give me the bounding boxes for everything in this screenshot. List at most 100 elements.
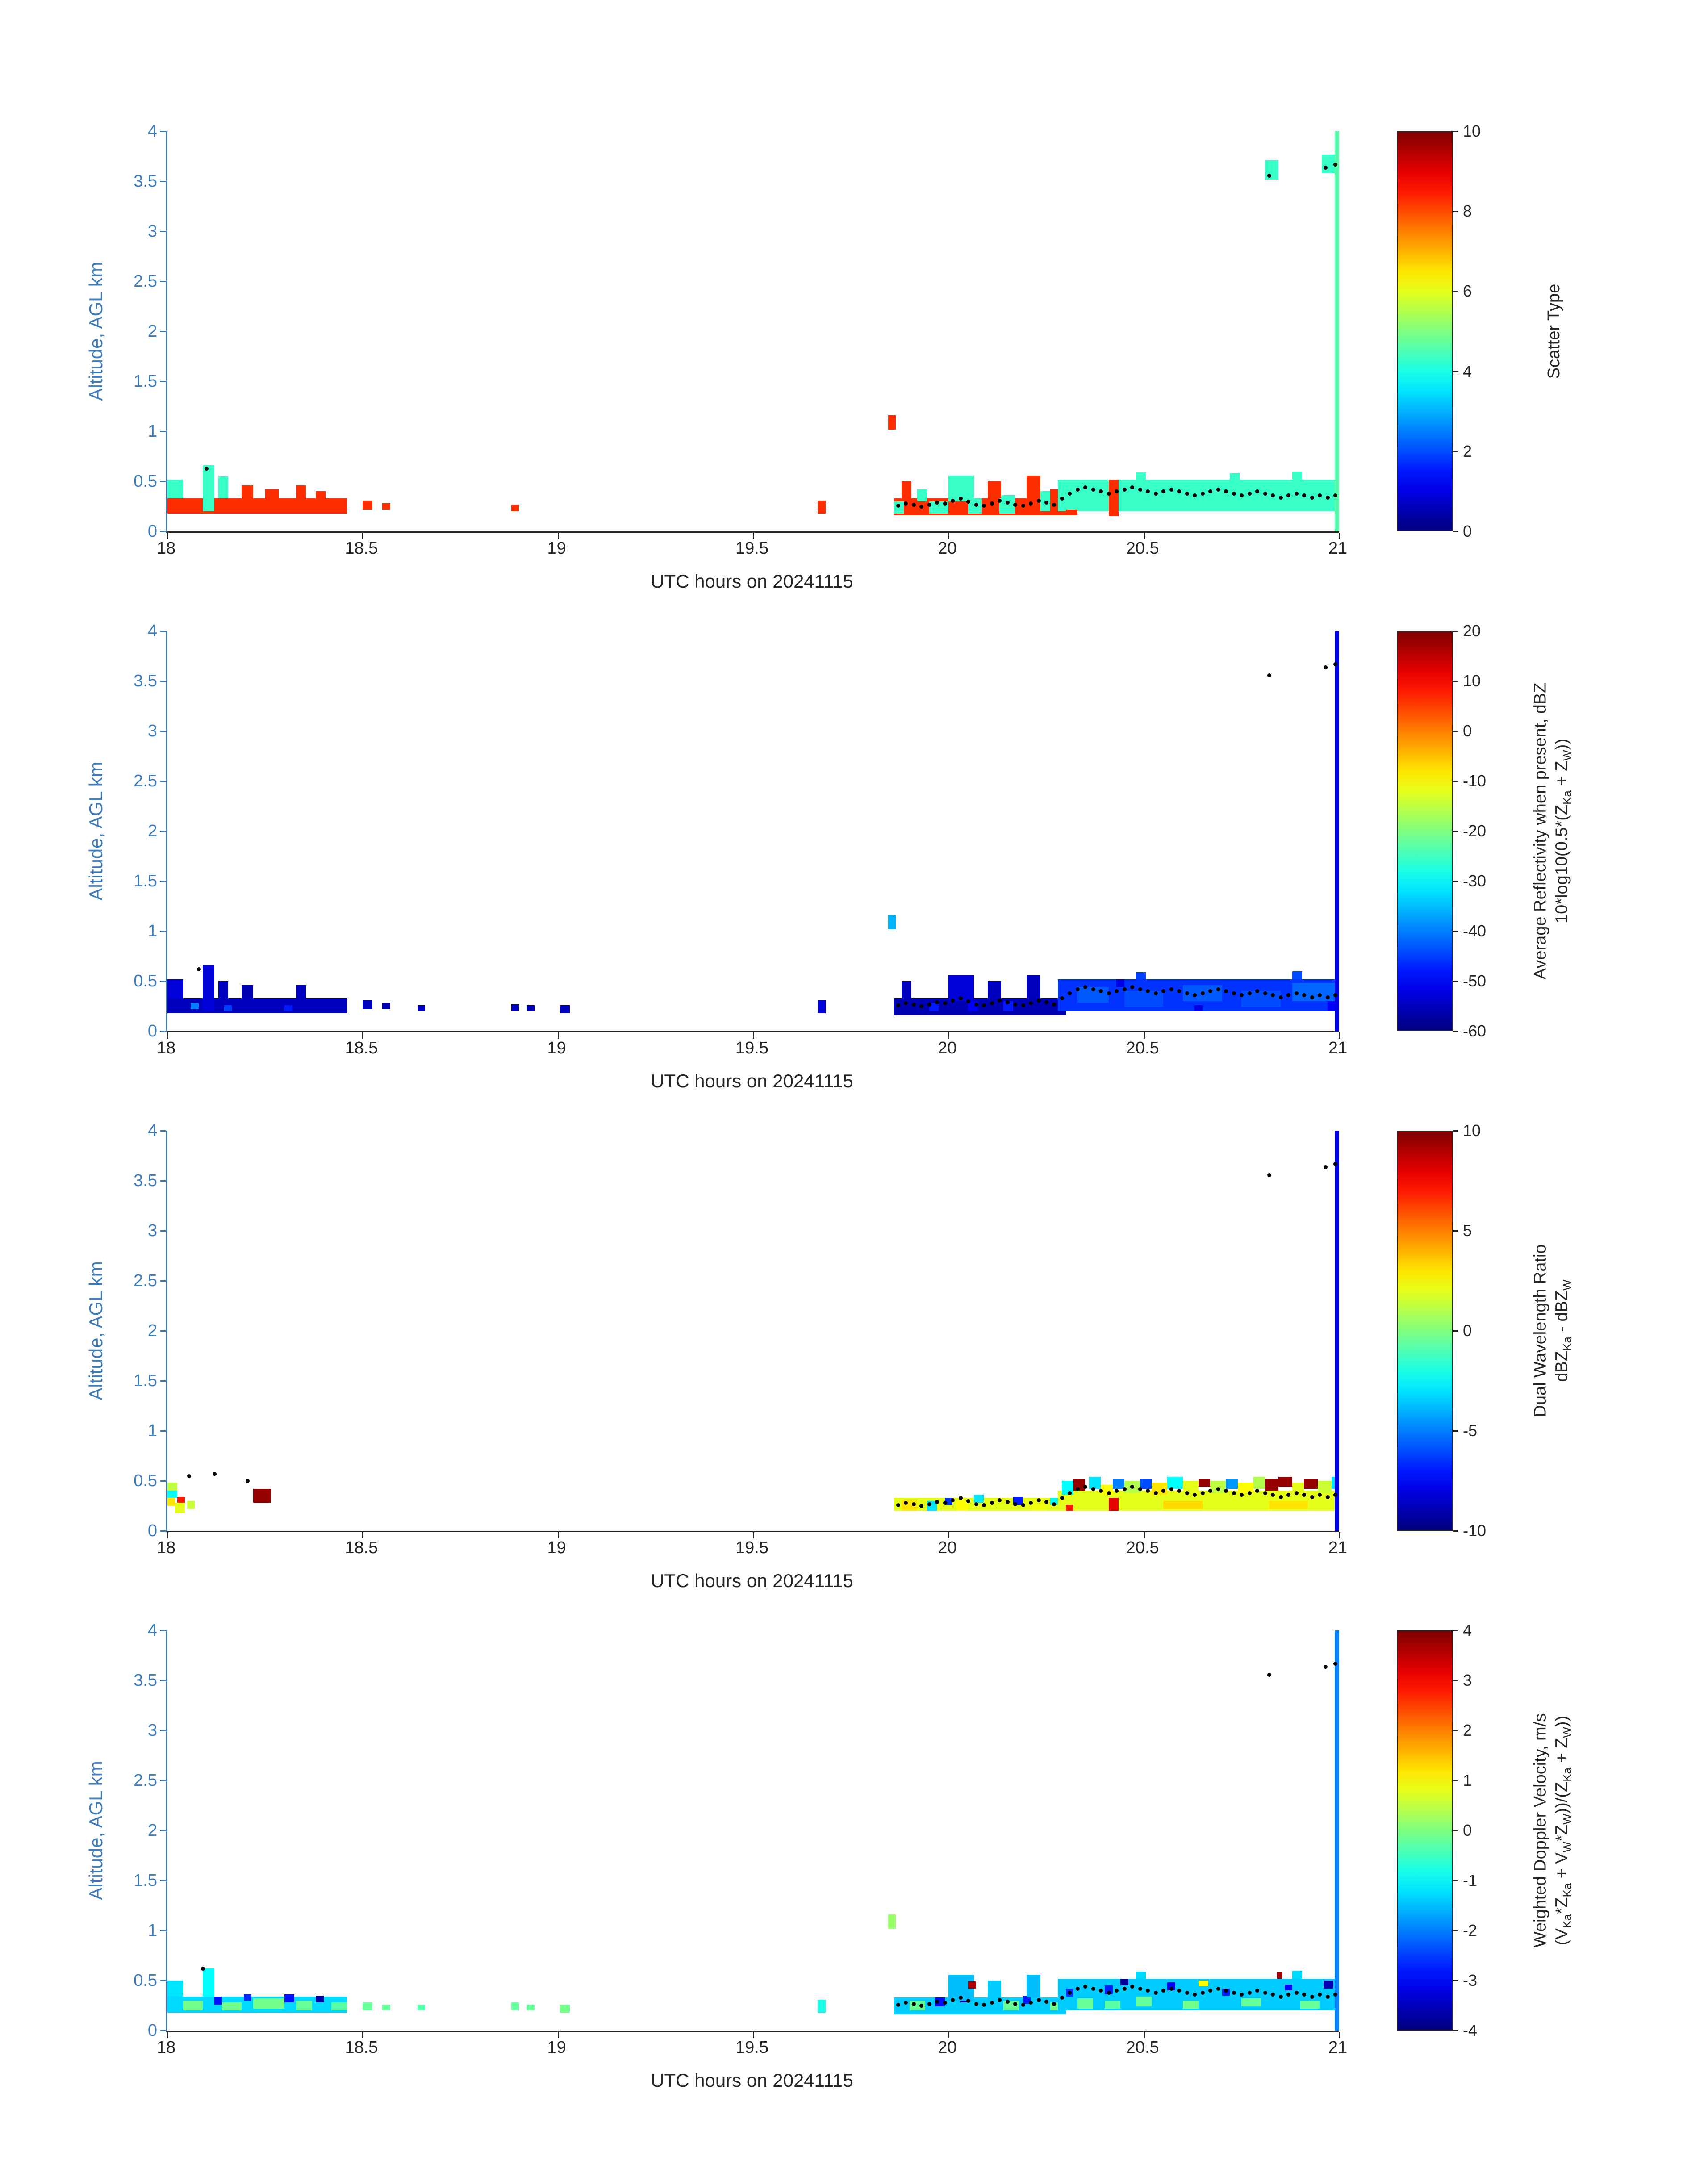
overlay-dot (1224, 989, 1228, 994)
overlay-dot (1177, 1989, 1182, 1993)
colorbar-tick-label: -10 (1463, 1521, 1487, 1540)
x-tick-label: 19.5 (735, 539, 768, 558)
colorbar-tick-mark (1453, 1630, 1458, 1631)
x-tick-mark (362, 1532, 364, 1538)
heatmap-cell (265, 489, 279, 499)
overlay-dot (1208, 489, 1213, 494)
y-tick-mark (160, 1031, 166, 1032)
heatmap-cell (927, 1500, 937, 1511)
y-tick-mark (160, 1480, 166, 1482)
overlay-dot (1013, 1002, 1018, 1007)
overlay-dot (1099, 1489, 1103, 1493)
x-tick-mark (1339, 1032, 1340, 1039)
y-tick-label: 0.5 (134, 1471, 157, 1490)
overlay-dot (1325, 1994, 1330, 1999)
x-tick-mark (1339, 533, 1340, 539)
x-tick-label: 20.5 (1126, 1039, 1159, 1057)
x-tick-label: 21 (1328, 1039, 1348, 1057)
overlay-dot (1122, 1487, 1127, 1491)
overlay-dot (1169, 487, 1173, 492)
colorbar-tick-label: -20 (1463, 822, 1487, 840)
overlay-dot (1185, 491, 1189, 496)
colorbar-tick-mark (1453, 1830, 1458, 1831)
heatmap-cell (1040, 491, 1050, 512)
overlay-dot (1068, 991, 1072, 995)
colorbar-tick-mark (1453, 881, 1458, 882)
heatmap-cell (818, 500, 826, 514)
x-axis-label: UTC hours on 20241115 (651, 2070, 853, 2091)
overlay-dot (1263, 1491, 1267, 1495)
heatmap-cell (331, 2002, 347, 2011)
heatmap-cell (191, 1003, 199, 1009)
heatmap-cell (511, 504, 519, 512)
heatmap-cell (1027, 1974, 1040, 1998)
heatmap-cell (974, 1495, 984, 1503)
overlay-dot (896, 1503, 900, 1507)
overlay-dot (1286, 1993, 1291, 1997)
y-axis-label: Altitude, AGL km (85, 761, 106, 901)
overlay-dot (974, 2002, 978, 2006)
colorbar-tick-mark (1453, 1730, 1458, 1731)
overlay-dot (1240, 1493, 1244, 1497)
overlay-dot (1286, 1493, 1291, 1497)
heatmap-cell (1031, 1499, 1046, 1511)
overlay-dot (1075, 987, 1080, 991)
y-tick-label: 4 (147, 122, 157, 141)
y-tick-mark (160, 1380, 166, 1382)
y-tick-mark (160, 181, 166, 182)
heatmap-cell (218, 981, 228, 999)
overlay-dot (990, 1001, 994, 1006)
y-tick-mark (160, 1430, 166, 1432)
overlay-dot (1324, 165, 1328, 170)
overlay-dot (1263, 491, 1267, 496)
overlay-dot (1091, 987, 1095, 991)
overlay-dot (1044, 2000, 1048, 2004)
x-tick-label: 18 (156, 1039, 176, 1057)
overlay-dot (1138, 1487, 1142, 1491)
heatmap-cell (1058, 1491, 1339, 1511)
heatmap-cell (948, 1974, 974, 2001)
y-tick-label: 1 (147, 922, 157, 940)
heatmap-cell (1124, 1481, 1140, 1493)
colorbar (1397, 1131, 1453, 1531)
overlay-dot (1302, 1493, 1307, 1497)
overlay-dot (1302, 1993, 1307, 1997)
overlay-dot (1060, 996, 1064, 1001)
overlay-dot (990, 501, 994, 506)
overlay-dot (1029, 501, 1033, 506)
overlay-dot (982, 1503, 986, 1507)
y-axis-label: Altitude, AGL km (85, 1761, 106, 1900)
overlay-dot (1267, 1173, 1271, 1177)
heatmap-cell (1003, 1001, 1013, 1011)
colorbar (1397, 131, 1453, 531)
y-tick-label: 0.5 (134, 472, 157, 491)
y-tick-label: 4 (147, 622, 157, 640)
heatmap-cell (316, 491, 326, 499)
overlay-dot (1177, 989, 1182, 994)
y-tick-label: 1 (147, 422, 157, 441)
overlay-dot (1200, 1491, 1205, 1495)
overlay-dot (1068, 1990, 1072, 1995)
x-tick-label: 19.5 (735, 1538, 768, 1557)
overlay-dot (943, 501, 947, 506)
x-tick-mark (948, 1032, 950, 1039)
overlay-dot (966, 999, 971, 1003)
heatmap-cell (909, 2000, 925, 2011)
heatmap-cell (968, 498, 982, 514)
overlay-dot (1324, 665, 1328, 669)
x-tick-mark (557, 2032, 559, 2038)
overlay-dot (1294, 1990, 1299, 1995)
overlay-dot (1021, 1503, 1025, 1507)
y-tick-label: 3.5 (134, 1671, 157, 1690)
heatmap-cell (1237, 1483, 1253, 1493)
overlay-dot (1138, 487, 1142, 492)
heatmap-cell (1136, 972, 1146, 979)
colorbar-tick-label: 20 (1463, 622, 1481, 640)
overlay-dot (1115, 1989, 1119, 1993)
heatmap-cell (1265, 1479, 1279, 1491)
heatmap-cell (417, 2004, 426, 2011)
overlay-dot (1177, 1489, 1182, 1493)
